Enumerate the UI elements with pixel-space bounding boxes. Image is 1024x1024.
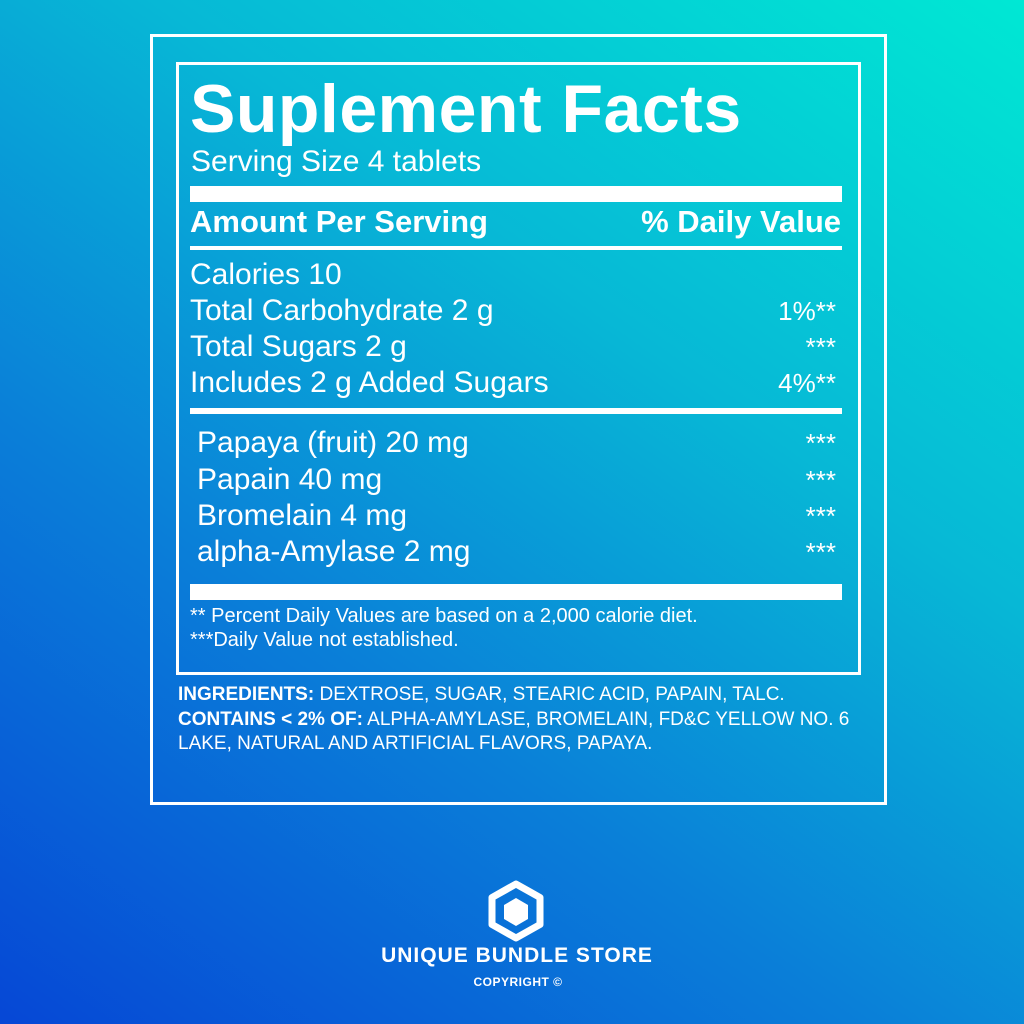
ingredients-text: INGREDIENTS: DEXTROSE, SUGAR, STEARIC AC… bbox=[178, 683, 878, 757]
footnote: ***Daily Value not established. bbox=[190, 629, 459, 651]
ingredients-label: INGREDIENTS: bbox=[178, 684, 315, 705]
nutrient-dv: 1%** bbox=[778, 296, 836, 326]
daily-value-header: % Daily Value bbox=[641, 204, 841, 239]
ingredient-dv: *** bbox=[805, 428, 836, 458]
copyright: COPYRIGHT © bbox=[473, 975, 563, 989]
amount-header: Amount Per Serving bbox=[190, 204, 488, 239]
page-title: Suplement Facts bbox=[190, 71, 742, 147]
outer-border bbox=[150, 34, 887, 805]
nutrient-dv: 4%** bbox=[778, 368, 836, 398]
contains-label: CONTAINS < 2% OF: bbox=[178, 708, 363, 730]
divider bbox=[190, 408, 842, 414]
ingredient-row: Papain 40 mg bbox=[197, 463, 383, 496]
nutrient-dv: *** bbox=[805, 332, 836, 362]
ingredient-row: alpha-Amylase 2 mg bbox=[197, 535, 471, 568]
divider-thick bbox=[190, 186, 842, 202]
hexagon-icon bbox=[488, 880, 544, 942]
ingredient-row: Papaya (fruit) 20 mg bbox=[197, 426, 469, 459]
divider bbox=[190, 246, 842, 250]
nutrient-row: Calories 10 bbox=[190, 258, 342, 291]
ingredient-dv: *** bbox=[805, 501, 836, 531]
footnote: ** Percent Daily Values are based on a 2… bbox=[190, 605, 698, 627]
ingredient-row: Bromelain 4 mg bbox=[197, 499, 408, 532]
nutrient-row: Total Carbohydrate 2 g bbox=[190, 294, 494, 327]
ingredient-dv: *** bbox=[805, 465, 836, 495]
brand-name: UNIQUE BUNDLE STORE bbox=[381, 944, 653, 967]
serving-size: Serving Size 4 tablets bbox=[191, 145, 482, 178]
nutrient-row: Includes 2 g Added Sugars bbox=[190, 366, 549, 399]
divider-thick bbox=[190, 584, 842, 600]
ingredients-value: DEXTROSE, SUGAR, STEARIC ACID, PAPAIN, T… bbox=[314, 684, 785, 705]
nutrient-row: Total Sugars 2 g bbox=[190, 330, 407, 363]
contains-value: ALPHA-AMYLASE, BROMELAIN, FD&C YELLOW NO… bbox=[178, 708, 850, 755]
ingredient-dv: *** bbox=[805, 537, 836, 567]
facts-panel-border bbox=[176, 62, 861, 675]
